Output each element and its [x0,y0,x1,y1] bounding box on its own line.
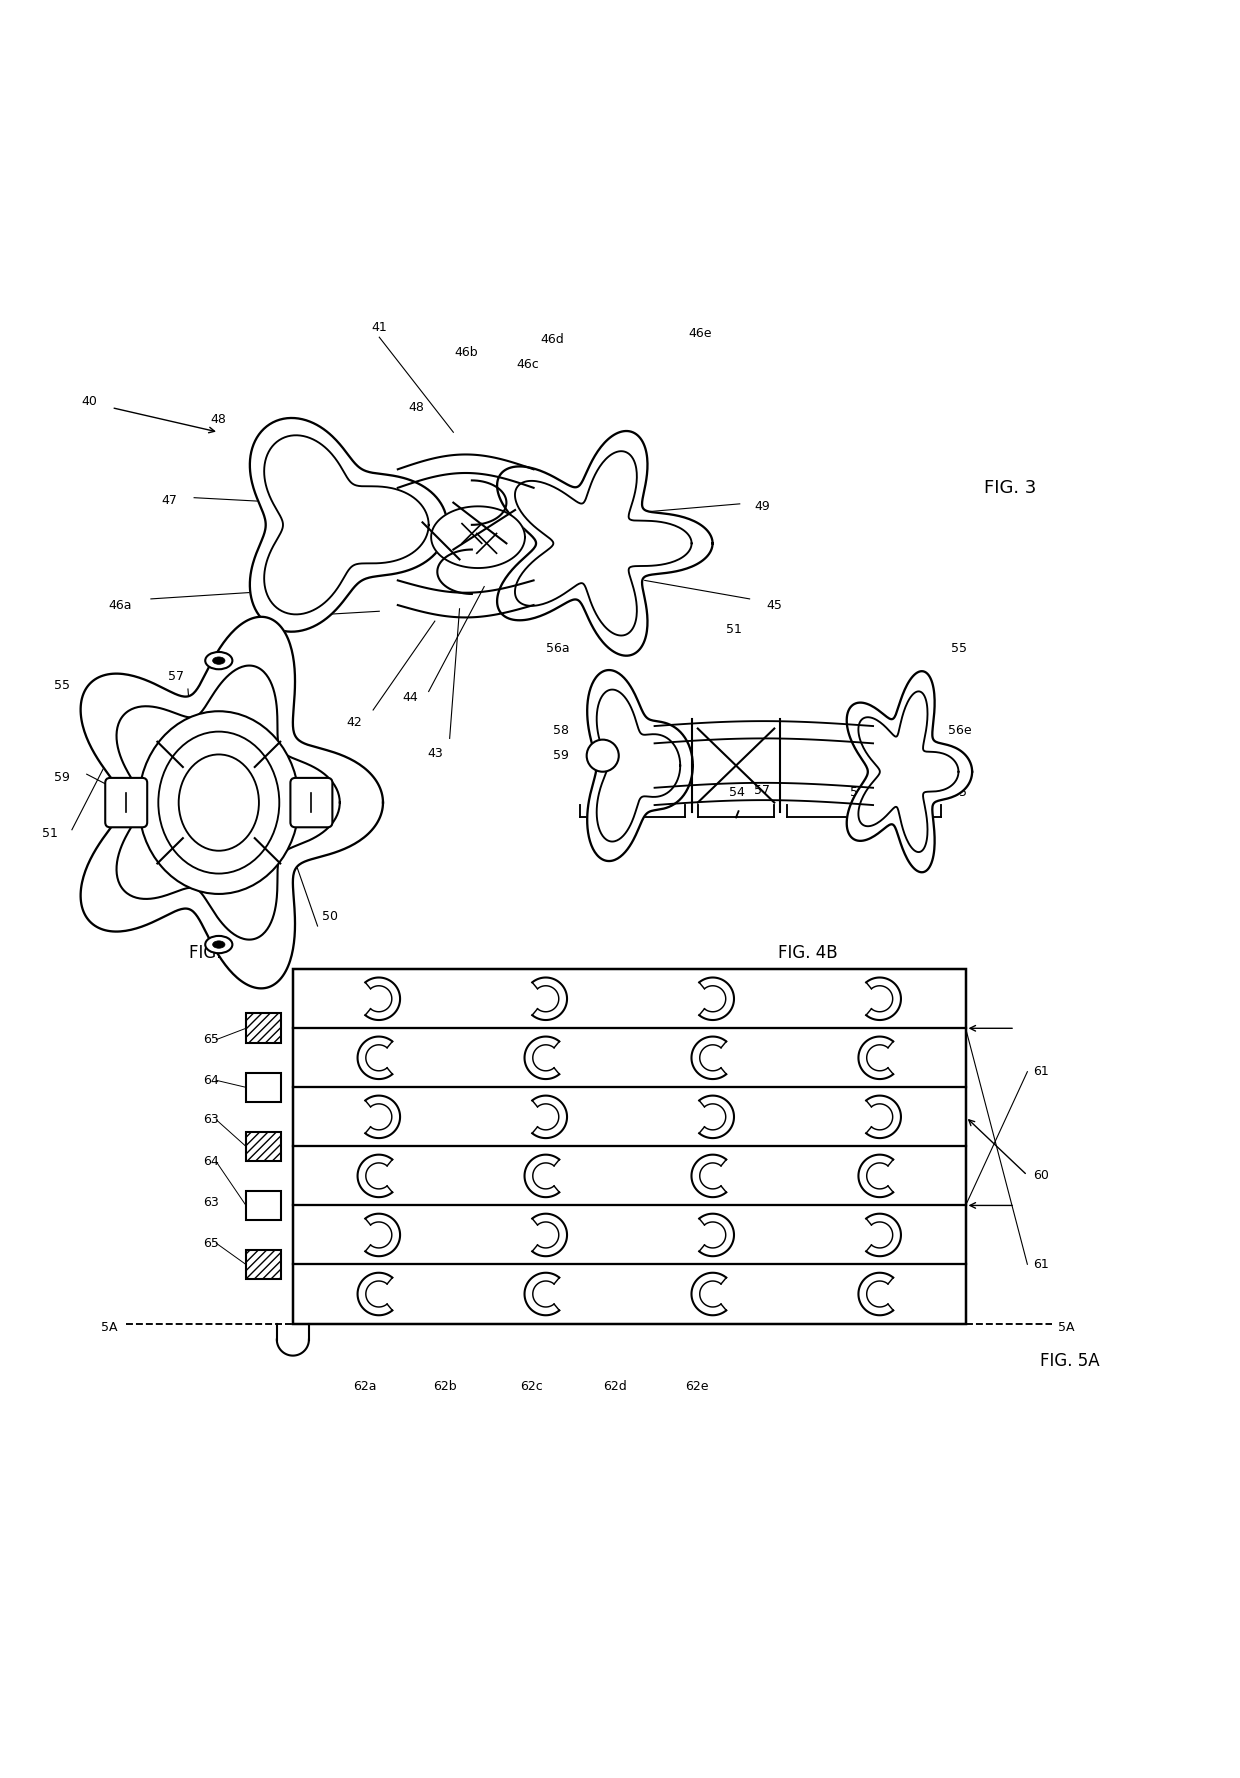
Text: 5A: 5A [1058,1321,1075,1334]
Text: 47: 47 [161,494,177,507]
Ellipse shape [206,935,232,953]
Text: 56a: 56a [547,642,570,654]
Text: 51: 51 [725,624,742,637]
Text: 59: 59 [553,587,569,599]
Text: 57: 57 [167,670,184,683]
Polygon shape [81,617,383,989]
FancyBboxPatch shape [105,779,148,827]
Text: 42: 42 [347,717,362,729]
Text: 60: 60 [1033,1168,1049,1182]
Bar [246,1131,280,1161]
Polygon shape [264,436,429,615]
Text: FIG. 3: FIG. 3 [985,478,1037,496]
Polygon shape [858,692,959,852]
Text: 48: 48 [211,414,227,427]
Text: 65: 65 [203,1033,218,1045]
Bar [246,1072,280,1102]
Text: 55: 55 [55,679,69,692]
Text: 55: 55 [273,923,289,935]
Text: 56e: 56e [947,724,971,738]
Ellipse shape [159,731,279,873]
Text: 62d: 62d [603,1380,627,1392]
Bar [246,1013,280,1044]
Text: 46e: 46e [688,327,712,340]
Bar [246,1250,280,1280]
Text: 45: 45 [766,599,782,612]
Text: 44: 44 [402,692,418,704]
Circle shape [587,740,619,772]
Text: 43: 43 [427,747,443,759]
Text: 58: 58 [553,724,569,738]
Polygon shape [117,665,340,939]
Text: 64: 64 [203,1156,218,1168]
Text: 5A: 5A [102,1321,118,1334]
Text: FIG. 4B: FIG. 4B [777,944,837,962]
Ellipse shape [179,754,259,850]
Polygon shape [596,690,681,841]
Text: FIG. 5A: FIG. 5A [1039,1351,1100,1369]
Text: 41: 41 [372,320,387,334]
Text: 62c: 62c [520,1380,542,1392]
Polygon shape [515,452,692,635]
Polygon shape [432,507,525,567]
Text: 57: 57 [754,784,770,797]
Ellipse shape [206,653,232,669]
FancyBboxPatch shape [290,779,332,827]
Text: 61: 61 [1033,1257,1049,1271]
Text: 63: 63 [203,1113,218,1125]
Text: 46b: 46b [454,345,477,359]
Polygon shape [249,418,448,631]
Polygon shape [588,670,693,861]
Text: 63: 63 [203,1197,218,1209]
Text: 59: 59 [553,749,569,763]
Text: 46c: 46c [516,357,539,372]
Text: 55: 55 [951,642,967,654]
Polygon shape [847,670,972,873]
Text: 61: 61 [1033,1065,1049,1077]
Text: 64: 64 [203,1074,218,1086]
Ellipse shape [212,941,224,948]
Text: 62a: 62a [352,1380,376,1392]
Ellipse shape [212,656,224,665]
Text: 55: 55 [951,786,967,800]
Bar [246,1250,280,1280]
Text: 48: 48 [236,624,252,637]
Text: 49: 49 [754,500,770,512]
Ellipse shape [139,711,299,894]
Text: 62e: 62e [684,1380,708,1392]
Text: 48: 48 [408,402,424,414]
Text: 65: 65 [203,1237,218,1250]
Text: 50: 50 [322,910,339,923]
Bar [293,969,966,1323]
Text: FIG. 4A: FIG. 4A [188,944,248,962]
Text: 40: 40 [82,395,97,407]
Text: 59: 59 [205,685,221,699]
Text: 54: 54 [729,786,745,800]
Bar [246,1131,280,1161]
Text: 46d: 46d [541,332,564,347]
Text: 62b: 62b [433,1380,456,1392]
Text: 53: 53 [851,786,867,800]
Text: 51: 51 [42,827,57,839]
Polygon shape [497,430,713,656]
Bar [246,1013,280,1044]
Bar [246,1191,280,1220]
Text: 59: 59 [55,772,69,784]
Text: 46a: 46a [108,599,131,612]
Text: 52: 52 [625,786,640,800]
